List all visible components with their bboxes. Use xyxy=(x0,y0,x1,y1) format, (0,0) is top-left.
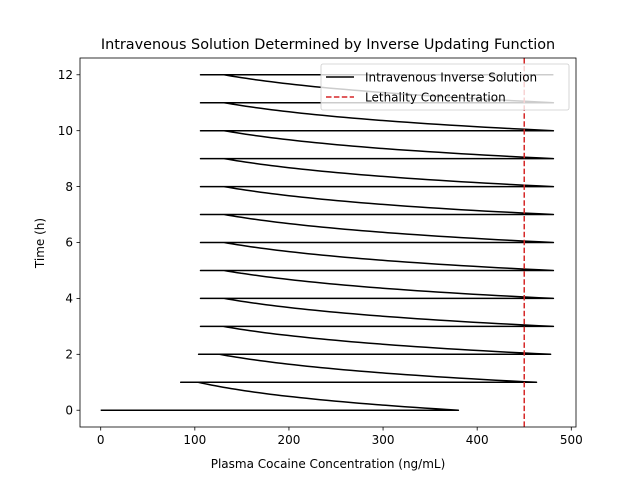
y-tick-label: 12 xyxy=(58,68,73,82)
y-tick-label: 10 xyxy=(58,124,73,138)
y-tick-label: 8 xyxy=(65,180,73,194)
y-tick-label: 6 xyxy=(65,236,73,250)
legend-label: Lethality Concentration xyxy=(365,90,506,104)
x-tick-label: 0 xyxy=(97,433,105,447)
legend: Intravenous Inverse Solution Lethality Co… xyxy=(320,63,570,111)
x-tick-label: 400 xyxy=(466,433,489,447)
x-tick-label: 200 xyxy=(277,433,300,447)
legend-box xyxy=(320,63,570,111)
chart-title: Intravenous Solution Determined by Inver… xyxy=(101,37,555,53)
x-tick-label: 300 xyxy=(372,433,395,447)
y-axis-label: Time (h) xyxy=(33,218,47,269)
y-tick-label: 4 xyxy=(65,292,73,306)
series-line-inverse-solution xyxy=(100,74,555,411)
y-tick-label: 0 xyxy=(65,403,73,417)
x-axis-label: Plasma Cocaine Concentration (ng/mL) xyxy=(211,457,446,471)
x-tick-label: 500 xyxy=(560,433,583,447)
plot-area: 0 100 200 300 400 500 0 2 4 6 8 10 12 xyxy=(58,57,583,447)
legend-label: Intravenous Inverse Solution xyxy=(365,70,537,84)
x-tick-label: 100 xyxy=(183,433,206,447)
y-tick-label: 2 xyxy=(65,348,73,362)
